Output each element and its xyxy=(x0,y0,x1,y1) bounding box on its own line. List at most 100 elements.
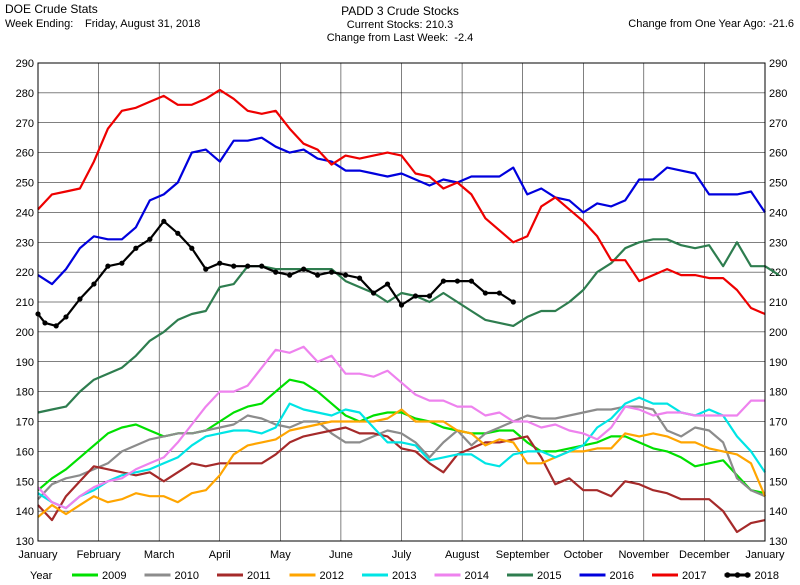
y-tick-label-right: 200 xyxy=(769,327,787,339)
series-line-2009 xyxy=(37,378,766,495)
y-tick-label-left: 160 xyxy=(16,446,34,458)
point-2018 xyxy=(496,290,502,296)
point-2018 xyxy=(42,320,48,326)
point-2018 xyxy=(133,245,139,251)
legend-label-2018: 2018 xyxy=(755,570,779,582)
point-2018 xyxy=(510,299,516,305)
point-2018 xyxy=(217,260,223,266)
y-tick-label-right: 170 xyxy=(769,417,787,429)
x-tick-label: June xyxy=(329,549,353,561)
y-tick-label-right: 260 xyxy=(769,148,787,160)
legend: Year 2009 2010 2011 2012 2013 2014 2015 2016 2017… xyxy=(30,570,779,582)
point-2018 xyxy=(203,266,209,272)
y-tick-label-right: 210 xyxy=(769,297,787,309)
y-tick-label-left: 200 xyxy=(16,327,34,339)
y-tick-label-left: 170 xyxy=(16,417,34,429)
point-2018 xyxy=(147,236,153,242)
yearly-change: Change from One Year Ago: -21.6 xyxy=(628,18,794,30)
legend-label-2012: 2012 xyxy=(320,570,344,582)
point-2018 xyxy=(328,269,335,275)
legend-label-2010: 2010 xyxy=(175,570,199,582)
legend-label-2015: 2015 xyxy=(537,570,561,582)
y-tick-label-left: 280 xyxy=(16,88,34,100)
series-line-2012 xyxy=(37,408,767,518)
y-tick-label-right: 190 xyxy=(769,357,787,369)
y-tick-label-right: 230 xyxy=(769,237,787,249)
legend-label-2011: 2011 xyxy=(247,570,271,582)
point-2018 xyxy=(315,272,321,278)
point-2018 xyxy=(370,290,377,296)
point-2018 xyxy=(440,278,447,284)
point-2018 xyxy=(454,278,461,284)
legend-label-2016: 2016 xyxy=(610,570,634,582)
y-tick-label-right: 180 xyxy=(769,387,787,399)
series-line-2018 xyxy=(37,220,514,327)
point-2018 xyxy=(63,314,69,320)
point-2018 xyxy=(342,272,349,278)
x-tick-label: December xyxy=(679,549,730,561)
x-tick-label: October xyxy=(564,549,603,561)
y-tick-label-right: 290 xyxy=(769,58,787,70)
x-tick-label: September xyxy=(496,549,550,561)
point-2018 xyxy=(468,278,475,284)
point-2018 xyxy=(119,260,125,266)
point-2018 xyxy=(189,245,195,251)
plot-border xyxy=(37,62,766,542)
legend-label-2017: 2017 xyxy=(682,570,706,582)
y-tick-label-right: 280 xyxy=(769,88,787,100)
point-2018 xyxy=(356,275,363,281)
point-2018 xyxy=(384,281,391,287)
y-tick-label-left: 130 xyxy=(16,536,34,548)
y-tick-label-right: 250 xyxy=(769,178,787,190)
series-lines xyxy=(35,88,780,534)
point-2018 xyxy=(161,218,167,224)
point-2018 xyxy=(412,293,419,299)
y-tick-label-left: 260 xyxy=(16,148,34,160)
y-tick-label-left: 230 xyxy=(16,237,34,249)
legend-label-2009: 2009 xyxy=(102,570,126,582)
y-tick-label-left: 270 xyxy=(16,118,34,130)
x-tick-label: August xyxy=(445,549,479,561)
point-2018 xyxy=(91,281,97,287)
series-line-2014 xyxy=(37,345,765,510)
y-tick-label-left: 180 xyxy=(16,387,34,399)
weekly-change: Change from Last Week: -2.4 xyxy=(326,32,474,44)
y-tick-label-right: 220 xyxy=(769,267,787,279)
series-line-2013 xyxy=(37,396,766,510)
point-2018 xyxy=(301,266,307,272)
legend-label-2013: 2013 xyxy=(392,570,416,582)
x-tick-label: January xyxy=(18,549,58,561)
y-tick-label-right: 130 xyxy=(769,536,787,548)
point-2018 xyxy=(53,323,59,329)
y-tick-label-right: 160 xyxy=(769,446,787,458)
x-tick-label: May xyxy=(270,549,291,561)
y-tick-label-left: 290 xyxy=(16,58,34,70)
y-tick-label-left: 150 xyxy=(16,476,34,488)
point-2018 xyxy=(273,269,279,275)
week-ending-date: Friday, August 31, 2018 xyxy=(85,18,201,30)
chart-title: PADD 3 Crude Stocks xyxy=(341,4,459,18)
series-line-2015 xyxy=(37,238,780,414)
x-tick-label: April xyxy=(209,549,231,561)
y-tick-label-right: 240 xyxy=(769,207,787,219)
x-tick-label: January xyxy=(745,549,785,561)
series-line-2011 xyxy=(37,426,766,534)
source-label: DOE Crude Stats xyxy=(5,2,98,16)
y-tick-label-left: 210 xyxy=(16,297,34,309)
point-2018 xyxy=(175,230,181,236)
y-tick-label-left: 190 xyxy=(16,357,34,369)
axes: 130 130 140 140 150 150 160 160 170 170 180 180 190 1… xyxy=(16,58,788,561)
current-stocks: Current Stocks: 210.3 xyxy=(346,19,454,31)
week-ending-label: Week Ending: xyxy=(5,18,74,30)
series-line-2017 xyxy=(37,88,766,316)
x-tick-label: July xyxy=(392,549,412,561)
point-2018 xyxy=(105,263,111,269)
x-tick-label: February xyxy=(77,549,122,561)
legend-label-2014: 2014 xyxy=(465,570,489,582)
point-2018 xyxy=(482,290,488,296)
legend-marker-2018 xyxy=(744,572,751,578)
legend-title: Year xyxy=(30,570,53,582)
point-2018 xyxy=(77,296,83,302)
y-tick-label-right: 270 xyxy=(769,118,787,130)
